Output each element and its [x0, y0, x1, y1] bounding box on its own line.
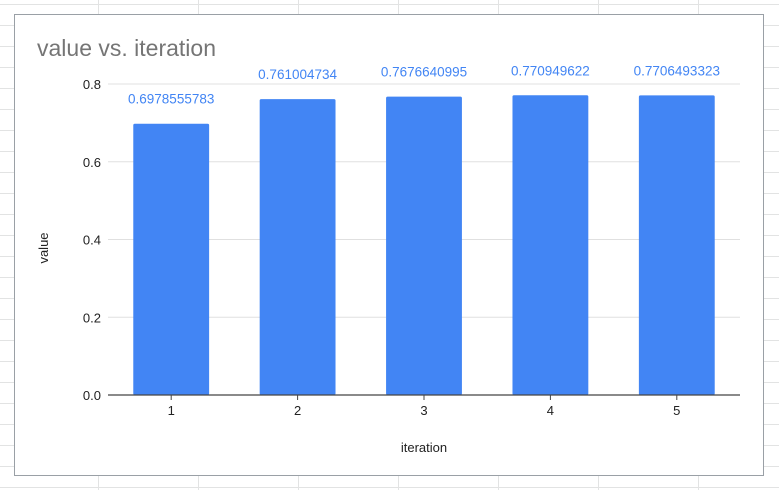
y-tick-label: 0.4: [83, 233, 101, 248]
y-tick-label: 0.0: [83, 388, 101, 403]
chart-title: value vs. iteration: [37, 35, 216, 61]
bar-4[interactable]: [512, 95, 589, 395]
x-axis-title: iteration: [401, 440, 447, 455]
x-tick-label: 5: [673, 403, 680, 418]
x-tick-label: 2: [294, 403, 301, 418]
data-label: 0.761004734: [258, 67, 337, 82]
x-tick-label: 3: [420, 403, 427, 418]
data-labels: 0.6978555783 0.761004734 0.7676640995 0.770…: [128, 63, 720, 106]
x-tick-label: 4: [547, 403, 554, 418]
bar-2[interactable]: [259, 99, 336, 395]
bar-5[interactable]: [638, 95, 715, 396]
bars: [133, 95, 715, 396]
data-label: 0.6978555783: [128, 92, 214, 107]
y-tick-label: 0.2: [83, 310, 101, 325]
bar-1[interactable]: [133, 123, 210, 395]
y-tick-label: 0.6: [83, 155, 101, 170]
data-label: 0.7676640995: [381, 65, 467, 80]
y-axis-title: value: [36, 232, 51, 263]
x-tick-label: 1: [168, 403, 175, 418]
y-tick-label: 0.8: [83, 77, 101, 92]
data-label: 0.7706493323: [634, 63, 720, 78]
axes: 0.0 0.2 0.4 0.6 0.8 1 2 3 4 5: [83, 77, 740, 418]
bar-3[interactable]: [386, 96, 462, 395]
data-label: 0.770949622: [511, 63, 590, 78]
